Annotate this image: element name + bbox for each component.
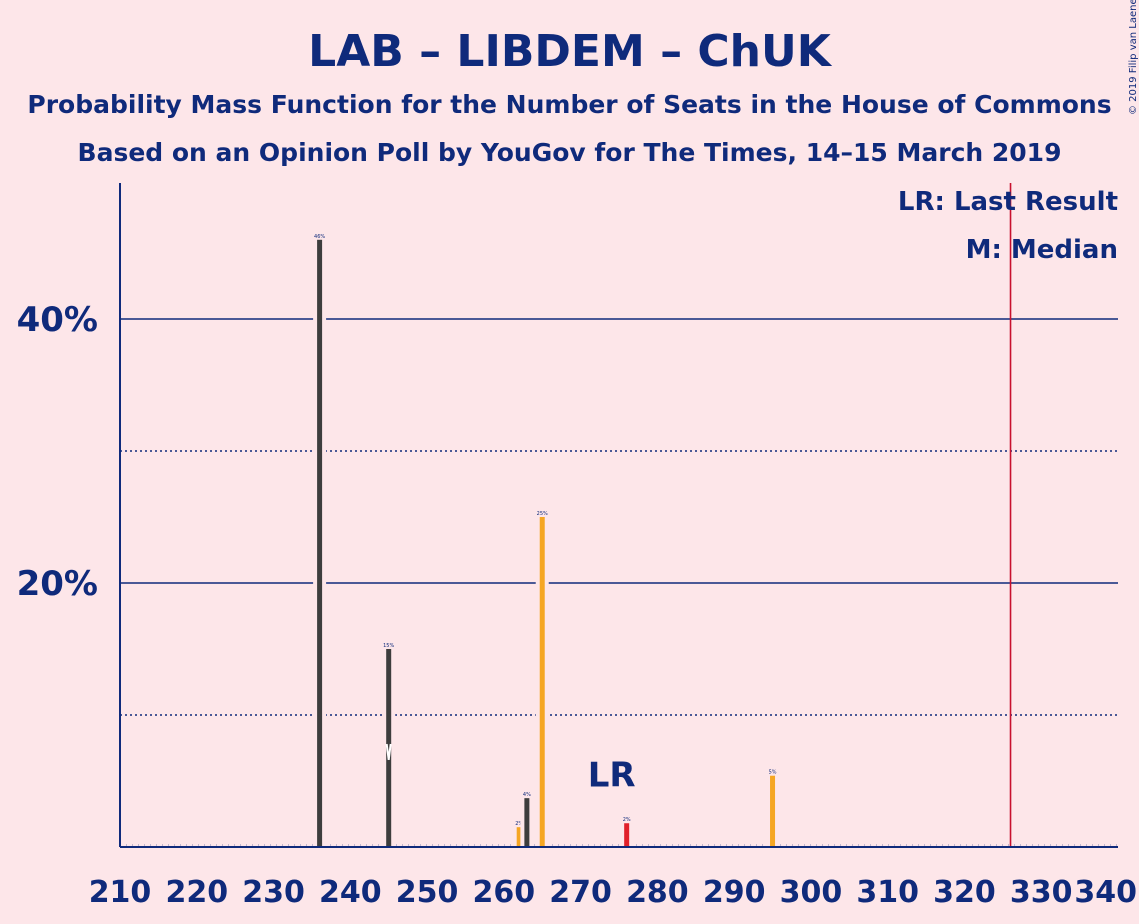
x-tick-label: 280 (626, 875, 689, 910)
bar (624, 823, 630, 847)
x-tick-label: 220 (165, 875, 228, 910)
chart-title: LAB – LIBDEM – ChUK (308, 26, 833, 77)
bar-value-label: 15% (383, 643, 394, 649)
x-tick-label: 270 (549, 875, 612, 910)
bar-value-label: 5% (769, 770, 777, 776)
bar-value-label: 4% (523, 792, 531, 798)
markers: LR (385, 183, 1012, 847)
x-tick-label: 250 (396, 875, 459, 910)
bar (516, 827, 522, 847)
bar (524, 798, 530, 847)
x-tick-label: 340 (1074, 875, 1137, 910)
x-tick-label: 240 (319, 875, 382, 910)
bar-value-label: 2% (515, 821, 523, 827)
grid (120, 318, 1118, 846)
bars: 46% 15% 2% 4% 25% 2% 5% (313, 234, 780, 848)
copyright-text: © 2019 Filip van Laenen (1128, 0, 1139, 115)
bar-value-label: 46% (314, 234, 325, 240)
chart-subtitle-2: Based on an Opinion Poll by YouGov for T… (78, 138, 1062, 167)
bar-value-label: 2% (623, 817, 631, 823)
legend-last-result: LR: Last Result (898, 187, 1118, 217)
x-tick-label: 230 (242, 875, 305, 910)
y-tick-label: 20% (17, 564, 98, 604)
x-tick-label: 330 (1010, 875, 1073, 910)
median-marker (385, 743, 392, 761)
x-tick-label: 300 (780, 875, 843, 910)
bar (770, 775, 776, 847)
last-result-label: LR (588, 755, 636, 795)
bar (317, 239, 323, 848)
x-tick-label: 310 (856, 875, 919, 910)
bar (386, 649, 392, 847)
x-tick-label: 260 (473, 875, 536, 910)
chart-subtitle-1: Probability Mass Function for the Number… (27, 90, 1111, 119)
x-tick-label: 210 (89, 875, 152, 910)
bar (539, 517, 545, 847)
y-tick-label: 40% (17, 300, 98, 340)
bar-value-label: 25% (537, 511, 548, 517)
legend-median: M: Median (966, 235, 1118, 265)
axes: 20% 40% 210 220 230 240 250 260 270 280 290 300 310 3… (17, 183, 1137, 910)
x-tick-label: 320 (933, 875, 996, 910)
x-tick-label: 290 (703, 875, 766, 910)
